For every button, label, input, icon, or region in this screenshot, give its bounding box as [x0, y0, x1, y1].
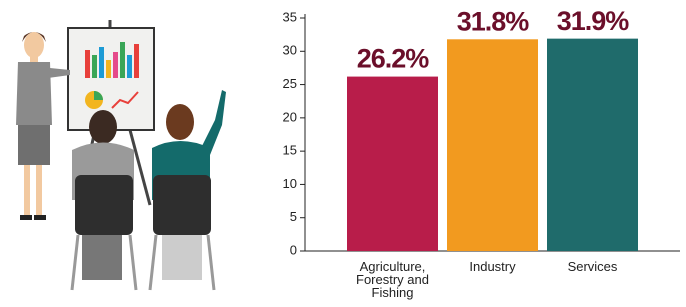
y-tick-label: 30 — [283, 43, 297, 58]
x-tick-label: Industry — [443, 260, 543, 273]
value-label: 31.8% — [457, 6, 530, 36]
x-tick-label: Services — [543, 260, 643, 273]
bar — [547, 39, 638, 251]
x-tick-label: Agriculture, Forestry and Fishing — [343, 260, 443, 299]
y-tick-label: 15 — [283, 143, 297, 158]
y-tick-label: 0 — [290, 242, 297, 257]
y-tick-label: 20 — [283, 109, 297, 124]
bar — [447, 39, 538, 251]
page: 0 5 10 15 20 25 30 35 26.2% 31.8% 31.9% Agricultur… — [0, 0, 686, 307]
y-tick-label: 10 — [283, 176, 297, 191]
y-tick-label: 5 — [290, 209, 297, 224]
y-tick-label: 35 — [283, 9, 297, 24]
illustration — [16, 20, 226, 290]
bar — [347, 77, 438, 251]
value-label: 31.9% — [557, 6, 630, 36]
value-label: 26.2% — [357, 44, 430, 74]
y-tick-label: 25 — [283, 76, 297, 91]
